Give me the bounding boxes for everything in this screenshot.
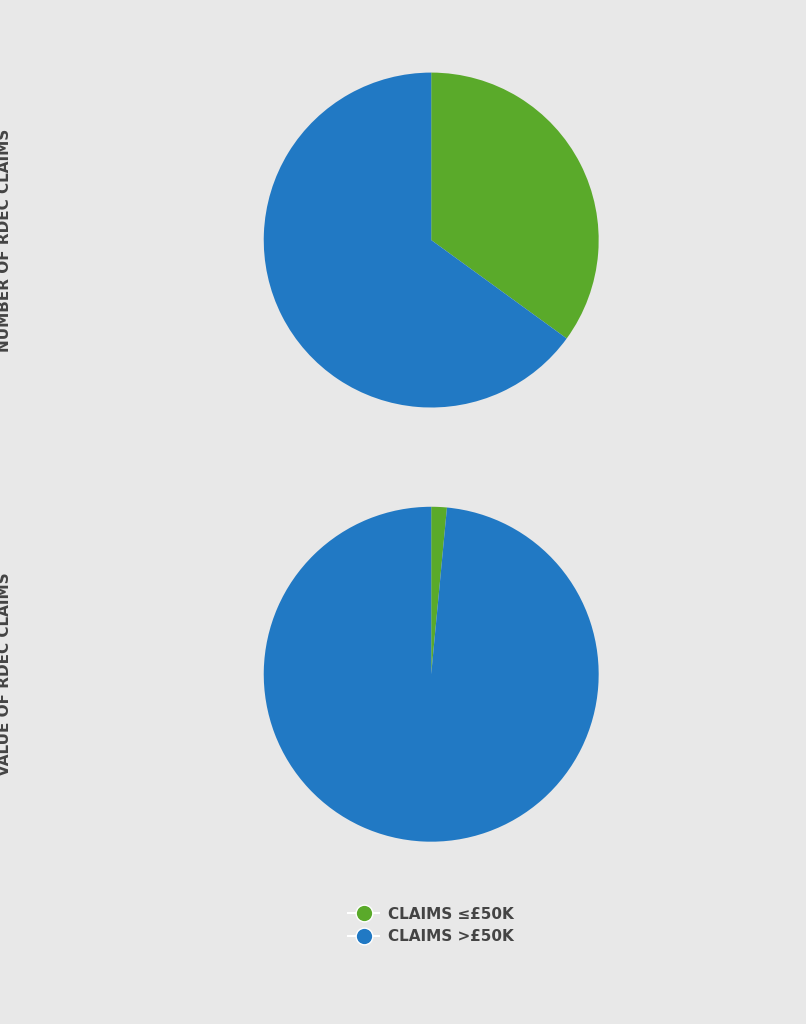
Wedge shape	[431, 507, 447, 674]
Text: VALUE OF RDEC CLAIMS: VALUE OF RDEC CLAIMS	[0, 572, 11, 776]
Text: NUMBER OF RDEC CLAIMS: NUMBER OF RDEC CLAIMS	[0, 128, 11, 351]
Legend: CLAIMS ≤£50K, CLAIMS >£50K: CLAIMS ≤£50K, CLAIMS >£50K	[348, 906, 514, 944]
Wedge shape	[431, 73, 599, 339]
Wedge shape	[264, 73, 567, 408]
Wedge shape	[264, 507, 599, 842]
